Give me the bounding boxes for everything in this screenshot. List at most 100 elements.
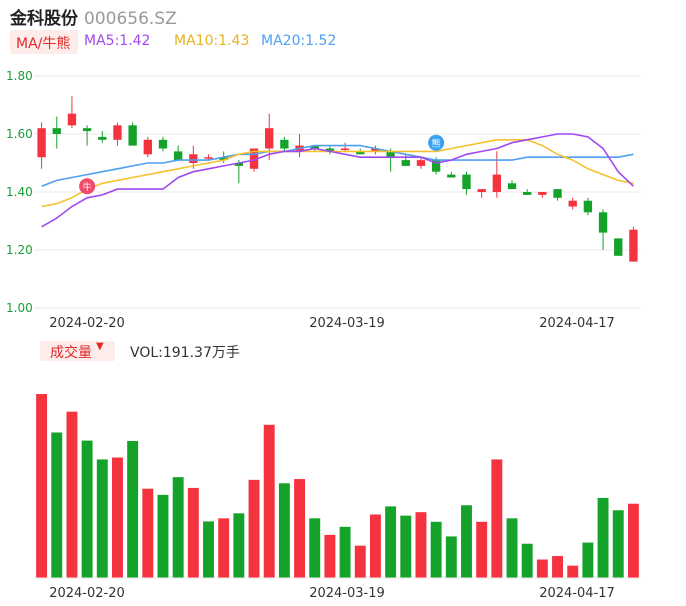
volume-bar <box>339 526 351 578</box>
stock-header: 金科股份 000656.SZ <box>10 4 177 29</box>
volume-bar <box>567 565 579 578</box>
candle-body <box>629 229 638 262</box>
candle <box>462 171 471 195</box>
candle <box>492 151 502 198</box>
bull-marker-icon: 牛 <box>79 178 96 195</box>
candle-body <box>386 151 395 158</box>
x-tick-label: 2024-03-19 <box>309 316 385 331</box>
candle <box>52 116 61 149</box>
candle-body <box>371 148 380 152</box>
volume-bar <box>369 514 381 578</box>
stock-code: 000656.SZ <box>84 9 177 29</box>
volume-bar <box>233 513 245 578</box>
volume-bar <box>36 394 48 578</box>
candle-body <box>249 148 259 169</box>
stock-name: 金科股份 <box>10 9 78 29</box>
candle <box>568 197 577 210</box>
candle-body <box>598 212 608 233</box>
ma20-line <box>41 144 634 187</box>
ma-toggle-background[interactable] <box>10 30 78 54</box>
candle <box>507 180 517 190</box>
ma5-line <box>41 133 634 228</box>
bull-marker-icon-text: 牛 <box>83 181 92 193</box>
candle <box>340 142 350 152</box>
candle-body <box>538 192 547 195</box>
volume-bar <box>627 503 639 578</box>
candle-body <box>98 136 107 140</box>
candle-body <box>143 139 152 155</box>
volume-bar <box>111 457 123 578</box>
volume-bar <box>187 487 199 578</box>
candle-body <box>477 189 486 192</box>
volume-bar <box>324 534 336 578</box>
x-tick-label: 2024-04-17 <box>539 316 615 331</box>
volume-bar <box>218 518 230 578</box>
x-tick-label: 2024-03-19 <box>309 586 385 601</box>
candle-body <box>356 151 365 155</box>
volume-bar <box>400 515 412 578</box>
candle-body <box>173 151 183 161</box>
candle <box>189 145 198 169</box>
volume-bar <box>415 512 427 578</box>
candle <box>614 238 623 256</box>
candle <box>538 192 547 198</box>
candle <box>204 154 213 161</box>
candle-body <box>265 128 274 149</box>
candle <box>67 96 77 129</box>
candle <box>128 122 137 146</box>
x-tick-label: 2024-02-20 <box>49 586 125 601</box>
candle-body <box>67 113 77 126</box>
ma20-value: MA20:1.52 <box>261 33 337 49</box>
volume-bar <box>66 411 78 578</box>
candle-body <box>128 125 137 146</box>
candle <box>234 160 244 184</box>
candle-body <box>325 148 335 152</box>
candle <box>371 145 380 155</box>
bear-marker-icon: 熊 <box>428 134 445 151</box>
volume-bar <box>612 510 624 578</box>
candle <box>295 134 304 158</box>
candle <box>98 131 107 143</box>
candle <box>158 136 168 152</box>
candle <box>265 113 274 161</box>
volume-bar <box>157 494 169 578</box>
candle <box>553 189 562 201</box>
volume-bar <box>51 432 63 578</box>
candle-body <box>401 160 410 166</box>
volume-toggle[interactable]: 成交量 <box>50 345 92 361</box>
bear-marker-icon-text: 熊 <box>432 138 441 150</box>
candle-body <box>234 163 244 166</box>
candle <box>82 125 92 146</box>
candle <box>447 171 456 178</box>
volume-toggle-background[interactable] <box>40 341 115 361</box>
candle <box>629 226 638 262</box>
y-tick-label: 1.40 <box>6 185 33 199</box>
ma-toggle[interactable]: MA/牛熊 <box>16 36 71 52</box>
candle <box>173 145 183 161</box>
y-tick-label: 1.60 <box>6 127 33 141</box>
candle-body <box>583 200 593 213</box>
candle-body <box>462 174 471 190</box>
volume-bar <box>263 424 275 578</box>
candle-body <box>447 174 456 178</box>
candle-body <box>523 192 532 195</box>
candle <box>386 148 395 172</box>
candle <box>401 154 410 166</box>
candle-body <box>113 125 122 140</box>
bull-marker-icon-circle <box>79 178 96 195</box>
candle <box>37 122 46 169</box>
candle-body <box>82 128 92 132</box>
volume-bar <box>552 556 564 578</box>
volume-bar <box>491 459 503 578</box>
candle <box>143 136 152 158</box>
volume-bar <box>476 521 488 578</box>
x-tick-label: 2024-04-17 <box>539 586 615 601</box>
volume-bar <box>203 521 214 578</box>
volume-bar <box>278 483 290 578</box>
candle-body <box>492 174 502 192</box>
dropdown-triangle-icon[interactable]: ▼ <box>96 341 104 352</box>
ma10-value: MA10:1.43 <box>174 33 250 49</box>
volume-bar <box>506 518 518 578</box>
candle-body <box>189 154 198 163</box>
